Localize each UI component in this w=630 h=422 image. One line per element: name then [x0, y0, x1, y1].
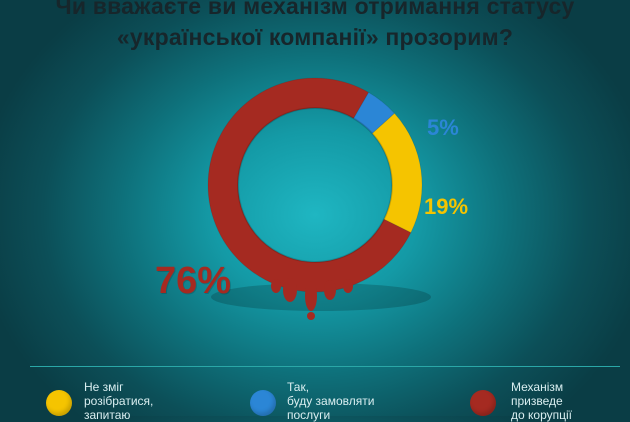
slice-label-yellow: 19%: [424, 194, 469, 219]
slice-label-red: 76%: [155, 260, 232, 302]
legend-yellow-line-3: запитаю: [84, 408, 131, 422]
legend-dot-yellow: [46, 390, 72, 416]
slice-label-blue: 5%: [427, 115, 459, 140]
drip-2: [305, 281, 317, 311]
legend-divider: [30, 366, 620, 367]
chart-title-line-1: Чи вважаєте ви механізм отримання статус…: [55, 0, 575, 19]
legend-yellow-line-2: розібратися,: [84, 394, 154, 408]
drip-1: [283, 278, 297, 302]
legend-dot-red: [470, 390, 496, 416]
donut-inner-edge: [237, 107, 393, 263]
legend-blue-line-3: послуги: [287, 408, 331, 422]
legend-text-blue: Так, буду замовляти послуги: [287, 380, 407, 422]
legend-dot-blue: [250, 390, 276, 416]
legend-blue-line-1: Так,: [287, 380, 310, 394]
drip-4: [271, 279, 281, 293]
chart-title-line-2: «української компанії» прозорим?: [116, 24, 514, 50]
drip-5: [343, 279, 353, 293]
legend-red-line-3: до корупції: [511, 408, 572, 422]
drip-3: [324, 280, 336, 300]
drip-drop: [307, 312, 315, 320]
legend-yellow-line-1: Не зміг: [84, 380, 124, 394]
slice-blue: [352, 91, 396, 135]
legend-blue-line-2: буду замовляти: [287, 394, 375, 408]
legend-red-line-1: Механізм: [511, 380, 564, 394]
slice-yellow: [371, 112, 423, 234]
chart-title: Чи вважаєте ви механізм отримання статус…: [0, 0, 630, 53]
donut-shadow: [211, 283, 431, 311]
legend-red-line-2: призведе: [511, 394, 563, 408]
